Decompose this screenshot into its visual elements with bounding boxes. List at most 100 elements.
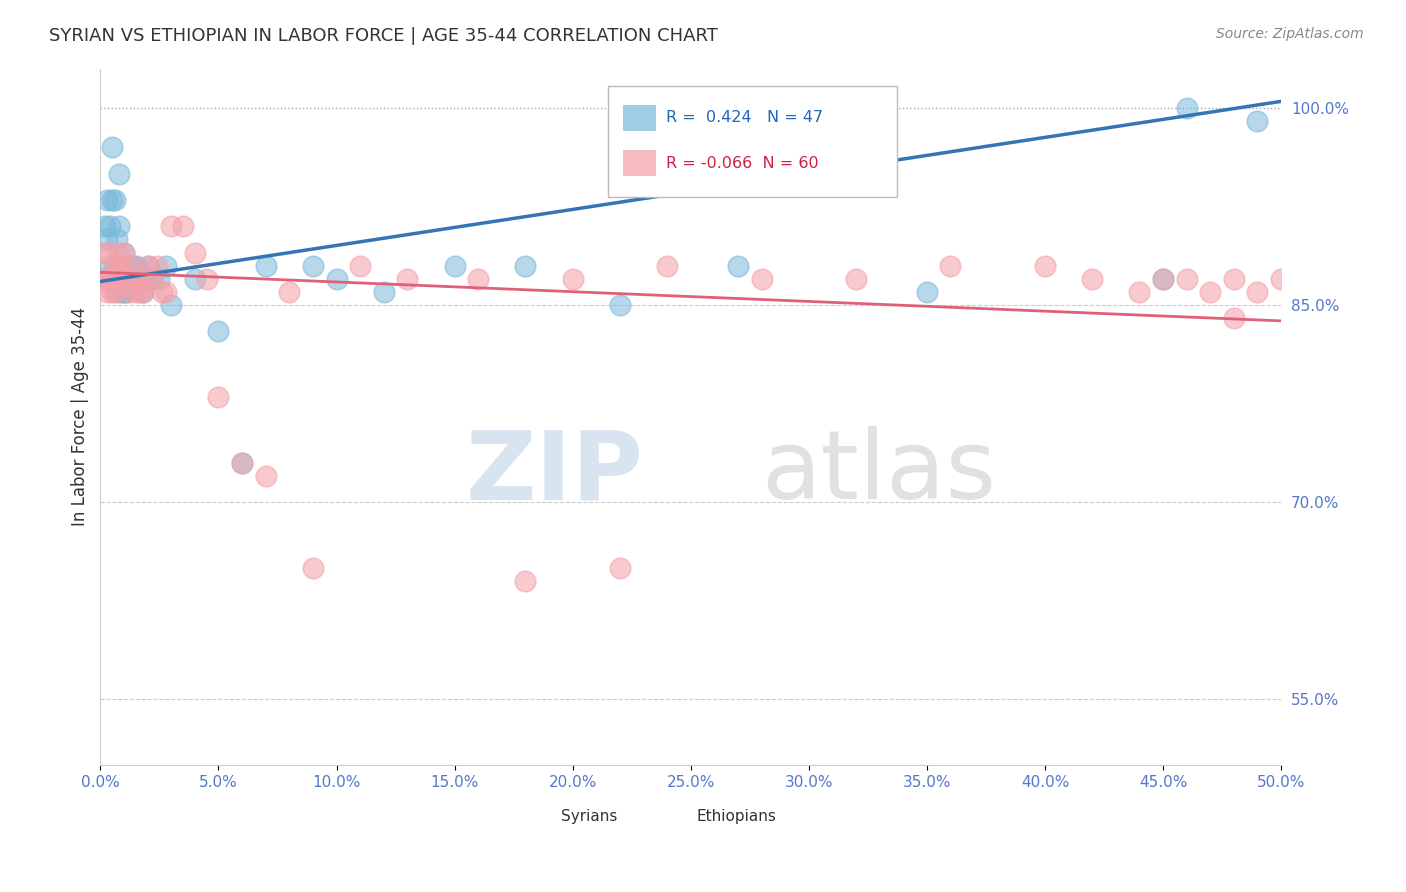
Point xyxy=(1246,285,1268,299)
Text: ZIP: ZIP xyxy=(465,426,644,519)
Point xyxy=(254,259,277,273)
Point xyxy=(110,272,132,286)
Point xyxy=(129,272,152,286)
Point xyxy=(184,272,207,286)
Point xyxy=(146,259,169,273)
Point xyxy=(96,285,118,299)
Point xyxy=(561,272,583,286)
Text: R =  0.424   N = 47: R = 0.424 N = 47 xyxy=(666,111,823,126)
Point xyxy=(155,285,177,299)
Point xyxy=(155,259,177,273)
FancyBboxPatch shape xyxy=(623,104,657,131)
Point xyxy=(112,245,135,260)
Point xyxy=(122,259,145,273)
Point xyxy=(112,245,135,260)
Point xyxy=(108,219,131,234)
Point xyxy=(105,285,128,299)
Point xyxy=(110,259,132,273)
Y-axis label: In Labor Force | Age 35-44: In Labor Force | Age 35-44 xyxy=(72,307,89,526)
Text: atlas: atlas xyxy=(762,426,997,519)
Point xyxy=(127,272,149,286)
Point xyxy=(103,193,125,207)
Point xyxy=(103,259,125,273)
FancyBboxPatch shape xyxy=(655,805,689,828)
Point xyxy=(845,272,868,286)
Point xyxy=(195,272,218,286)
Point xyxy=(148,272,170,286)
Point xyxy=(94,245,117,260)
Point xyxy=(122,259,145,273)
Point xyxy=(115,285,138,299)
FancyBboxPatch shape xyxy=(623,150,657,177)
Point xyxy=(108,272,131,286)
Point xyxy=(96,193,118,207)
Point xyxy=(207,390,229,404)
Point xyxy=(467,272,489,286)
Point xyxy=(655,259,678,273)
Point xyxy=(1246,114,1268,128)
Point xyxy=(609,561,631,575)
Point xyxy=(231,456,253,470)
Point xyxy=(207,325,229,339)
Point xyxy=(727,259,749,273)
Point xyxy=(96,245,118,260)
Text: Ethiopians: Ethiopians xyxy=(696,809,776,824)
Point xyxy=(254,469,277,483)
Point xyxy=(120,272,142,286)
Point xyxy=(94,219,117,234)
Point xyxy=(101,272,124,286)
Point xyxy=(150,285,173,299)
Point xyxy=(101,140,124,154)
Point xyxy=(160,219,183,234)
Point xyxy=(1081,272,1104,286)
Point xyxy=(134,272,156,286)
Point xyxy=(112,272,135,286)
Point xyxy=(1175,272,1198,286)
Point xyxy=(132,285,155,299)
Point xyxy=(129,285,152,299)
Point xyxy=(105,232,128,246)
Point xyxy=(1270,272,1292,286)
Point xyxy=(325,272,347,286)
Point xyxy=(515,259,537,273)
Point xyxy=(91,272,114,286)
Point xyxy=(136,259,159,273)
Point xyxy=(373,285,395,299)
Point xyxy=(172,219,194,234)
Point xyxy=(141,272,163,286)
Point xyxy=(127,272,149,286)
Point xyxy=(302,259,325,273)
Point xyxy=(118,272,141,286)
Point xyxy=(302,561,325,575)
FancyBboxPatch shape xyxy=(607,86,897,197)
Point xyxy=(443,259,465,273)
Point xyxy=(915,285,938,299)
Point xyxy=(349,259,371,273)
Point xyxy=(125,285,148,299)
Point xyxy=(132,285,155,299)
Point xyxy=(160,298,183,312)
Point xyxy=(101,193,124,207)
Point xyxy=(98,272,121,286)
Point xyxy=(98,219,121,234)
Point xyxy=(91,272,114,286)
Point xyxy=(101,285,124,299)
Point xyxy=(278,285,301,299)
Point xyxy=(1152,272,1174,286)
Point xyxy=(134,272,156,286)
Point xyxy=(125,259,148,273)
Text: Source: ZipAtlas.com: Source: ZipAtlas.com xyxy=(1216,27,1364,41)
Point xyxy=(1199,285,1222,299)
Point xyxy=(1223,311,1246,326)
Point xyxy=(231,456,253,470)
Point xyxy=(105,259,128,273)
Point xyxy=(1175,101,1198,115)
Point xyxy=(98,272,121,286)
Text: R = -0.066  N = 60: R = -0.066 N = 60 xyxy=(666,156,818,170)
Point xyxy=(103,285,125,299)
Point xyxy=(939,259,962,273)
Point xyxy=(1152,272,1174,286)
Point xyxy=(108,167,131,181)
Point xyxy=(108,245,131,260)
Point xyxy=(120,272,142,286)
